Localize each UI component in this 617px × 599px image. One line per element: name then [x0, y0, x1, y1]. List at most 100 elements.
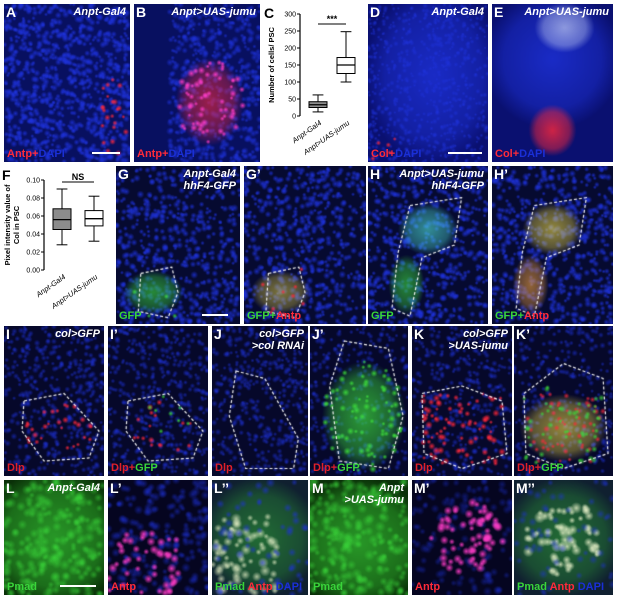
panel-label: I’ — [110, 326, 118, 342]
panel-m-prime: M’ Antp — [412, 480, 512, 595]
stain-word: GFP+ — [495, 310, 525, 322]
panel-e: E Anpt>UAS-jumu Col+DAPI — [492, 4, 613, 162]
panel-label: L’ — [110, 480, 122, 496]
panel-l-double-prime: L’’ Pmad Antp DAPI — [212, 480, 308, 595]
stain-legend: Dlp — [215, 462, 233, 474]
panel-label: H’ — [494, 166, 508, 182]
stain-word: GFP — [337, 462, 360, 474]
stain-legend: Col+DAPI — [371, 148, 421, 160]
genotype-label: col>GFP >col RNAi — [251, 328, 304, 352]
genotype-label: Anpt>UAS-jumu — [524, 6, 609, 18]
stain-word: Antp — [524, 310, 550, 322]
stain-word: Antp — [247, 581, 276, 593]
y-tick-label: 0.02 — [26, 250, 40, 257]
stain-word: DAPI — [275, 581, 302, 593]
genotype-label: Anpt>UAS-jumu hhF4-GFP — [399, 168, 484, 192]
panel-label: A — [6, 4, 17, 20]
stain-word: Pmad — [7, 581, 37, 593]
micrograph-image — [310, 326, 408, 476]
scale-bar — [60, 585, 96, 587]
genotype-label: Anpt-Gal4 hhF4-GFP — [183, 168, 236, 192]
stain-legend: Antp — [415, 581, 440, 593]
chart-c: C 0 50 100 150 200 250 300 Number of cells/ PSC A… — [262, 4, 364, 164]
y-tick-label: 0.04 — [26, 232, 40, 239]
panel-label: M’ — [414, 480, 430, 496]
stain-legend: Dlp — [7, 462, 25, 474]
micrograph-image — [4, 4, 130, 162]
genotype-label: Anpt>UAS-jumu — [171, 6, 256, 18]
micrograph-image — [514, 480, 613, 595]
y-tick-label: 250 — [284, 29, 296, 36]
genotype-label: Anpt-Gal4 — [73, 6, 126, 18]
y-axis-label-line: Number of cells/ PSC — [267, 26, 276, 102]
micrograph-image — [412, 326, 512, 476]
stain-word: Col+ — [495, 148, 520, 160]
panel-b: B Anpt>UAS-jumu Antp+DAPI — [134, 4, 260, 162]
scale-bar — [448, 152, 482, 154]
genotype-label: col>GFP >UAS-jumu — [448, 328, 508, 352]
panel-label: D — [370, 4, 381, 20]
stain-word: DAPI — [395, 148, 422, 160]
panel-label: G — [118, 166, 129, 182]
stain-legend: Antp+DAPI — [137, 148, 195, 160]
y-tick-label: 0.10 — [26, 178, 40, 185]
panel-label: K — [414, 326, 425, 342]
stain-legend: GFP — [119, 310, 142, 322]
y-tick-label: 150 — [284, 63, 296, 70]
stain-legend: Pmad — [313, 581, 343, 593]
y-axis-label: Number of cells/ PSC — [267, 26, 276, 102]
panel-h: H Anpt>UAS-jumu hhF4-GFP GFP — [368, 166, 488, 324]
stain-word: GFP — [135, 462, 158, 474]
panel-m-double-prime: M’’ Pmad Antp DAPI — [514, 480, 613, 595]
stain-word: Dlp+ — [517, 462, 542, 474]
panel-g: G Anpt-Gal4 hhF4-GFP GFP — [116, 166, 240, 324]
y-axis-label-line: Col in PSC — [12, 205, 21, 244]
y-axis-label-line: Pixel intensity value of — [3, 184, 12, 265]
micrograph-image — [492, 166, 613, 324]
panel-label: H — [370, 166, 381, 182]
panel-label: B — [136, 4, 147, 20]
stain-word: Antp — [549, 581, 578, 593]
stain-legend: Pmad Antp DAPI — [517, 581, 604, 593]
panel-h-prime: H’ GFP+Antp — [492, 166, 613, 324]
micrograph-image — [368, 166, 488, 324]
micrograph-image — [108, 326, 208, 476]
stain-word: GFP — [541, 462, 564, 474]
panel-g-prime: G’ GFP+Antp — [244, 166, 366, 324]
micrograph-image — [514, 326, 613, 476]
scale-bar — [202, 314, 228, 316]
stain-word: Dlp — [215, 462, 233, 474]
genotype-label: Anpt >UAS-jumu — [344, 482, 404, 506]
stain-word: DAPI — [519, 148, 546, 160]
stain-word: GFP+ — [247, 310, 277, 322]
micrograph-image — [4, 326, 104, 476]
stain-word: GFP — [371, 310, 394, 322]
stain-legend: GFP+Antp — [247, 310, 301, 322]
micrograph-image — [212, 480, 308, 595]
panel-label: L — [6, 480, 15, 496]
genotype-label: col>GFP — [55, 328, 100, 340]
y-tick-label: 0.06 — [26, 214, 40, 221]
stain-word: Dlp+ — [111, 462, 136, 474]
stain-word: DAPI — [38, 148, 65, 160]
panel-label: G’ — [246, 166, 261, 182]
stain-word: Dlp — [415, 462, 433, 474]
y-tick-label: 100 — [284, 80, 296, 87]
chart-f-svg: F 0.00 0.02 0.04 0.06 0.08 0.10 Pixel intensity… — [2, 167, 104, 311]
micrograph-image — [4, 480, 104, 595]
stain-legend: Dlp — [415, 462, 433, 474]
panel-label: J’ — [312, 326, 324, 342]
panel-label: J — [214, 326, 222, 342]
panel-label: M — [312, 480, 324, 496]
stain-word: Antp — [415, 581, 441, 593]
stain-word: Antp+ — [137, 148, 169, 160]
stain-legend: Antp — [111, 581, 136, 593]
stain-legend: Pmad Antp DAPI — [215, 581, 302, 593]
y-tick-label: 300 — [284, 12, 296, 19]
stain-word: DAPI — [168, 148, 195, 160]
genotype-label: Anpt-Gal4 — [47, 482, 100, 494]
stain-word: Dlp+ — [313, 462, 338, 474]
significance-label: NS — [72, 172, 85, 182]
